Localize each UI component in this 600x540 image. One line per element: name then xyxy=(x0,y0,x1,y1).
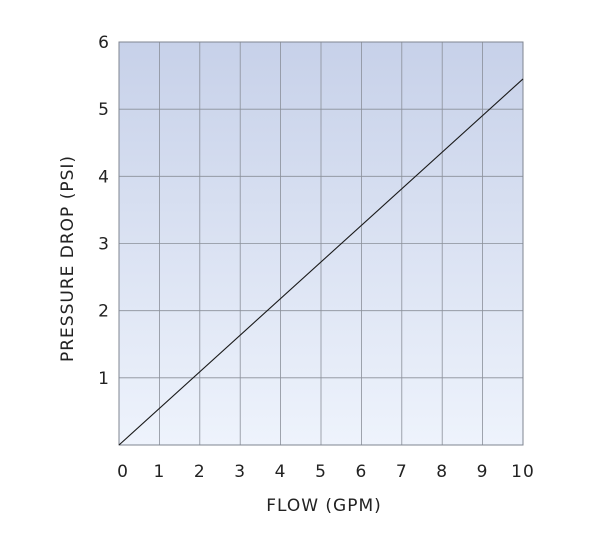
x-tick-label: 10 xyxy=(511,462,535,482)
y-tick-label: 5 xyxy=(98,100,110,120)
y-axis-ticks: 1 2 3 4 5 6 xyxy=(98,33,110,389)
x-tick-label: 3 xyxy=(234,462,246,482)
x-tick-label: 9 xyxy=(477,462,489,482)
x-tick-label: 2 xyxy=(194,462,206,482)
x-tick-label: 6 xyxy=(355,462,367,482)
plot-border xyxy=(118,41,524,446)
x-tick-label: 1 xyxy=(153,462,165,482)
x-axis-title: FLOW (GPM) xyxy=(266,496,382,516)
y-tick-label: 1 xyxy=(98,369,110,389)
x-tick-label: 5 xyxy=(315,462,327,482)
y-axis-title: PRESSURE DROP (PSI) xyxy=(58,155,78,362)
y-tick-label: 6 xyxy=(98,33,110,53)
x-tick-label: 7 xyxy=(396,462,408,482)
x-tick-label: 8 xyxy=(436,462,448,482)
y-tick-label: 4 xyxy=(98,167,110,187)
grid xyxy=(119,42,523,445)
x-axis-ticks: 0 1 2 3 4 5 6 7 8 9 10 xyxy=(117,462,535,482)
y-tick-label: 3 xyxy=(98,235,110,255)
series-line xyxy=(118,78,524,446)
y-tick-label: 2 xyxy=(98,302,110,322)
x-tick-label: 4 xyxy=(275,462,287,482)
series-group xyxy=(118,78,524,446)
x-tick-label: 0 xyxy=(117,462,129,482)
